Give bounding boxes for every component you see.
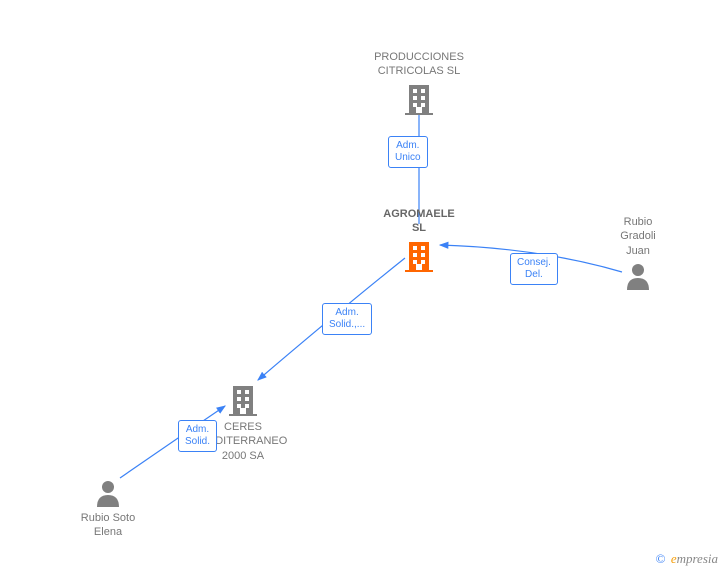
node-producciones[interactable]: PRODUCCIONES CITRICOLAS SL bbox=[364, 50, 474, 119]
copyright-symbol: © bbox=[656, 551, 666, 566]
node-label: PRODUCCIONES CITRICOLAS SL bbox=[364, 50, 474, 79]
person-icon bbox=[625, 262, 651, 290]
building-icon bbox=[229, 384, 257, 416]
building-icon bbox=[405, 83, 433, 115]
node-agromaele[interactable]: AGROMAELE SL bbox=[364, 207, 474, 276]
node-label: Rubio Soto Elena bbox=[53, 511, 163, 540]
node-rubio_soto[interactable]: Rubio Soto Elena bbox=[53, 475, 163, 540]
node-rubio_gradoli[interactable]: Rubio Gradoli Juan bbox=[583, 215, 693, 294]
watermark-rest: mpresia bbox=[677, 551, 718, 566]
edge-label-rubio_gradoli-agromaele[interactable]: Consej. Del. bbox=[510, 253, 558, 285]
node-label: Rubio Gradoli Juan bbox=[583, 215, 693, 258]
edge-label-rubio_soto-ceres[interactable]: Adm. Solid. bbox=[178, 420, 217, 452]
edge-label-agromaele-ceres[interactable]: Adm. Solid.,... bbox=[322, 303, 372, 335]
edge-label-agromaele-producciones[interactable]: Adm. Unico bbox=[388, 136, 428, 168]
building-icon bbox=[405, 240, 433, 272]
person-icon bbox=[95, 479, 121, 507]
watermark: © empresia bbox=[656, 551, 718, 567]
node-label: AGROMAELE SL bbox=[364, 207, 474, 236]
